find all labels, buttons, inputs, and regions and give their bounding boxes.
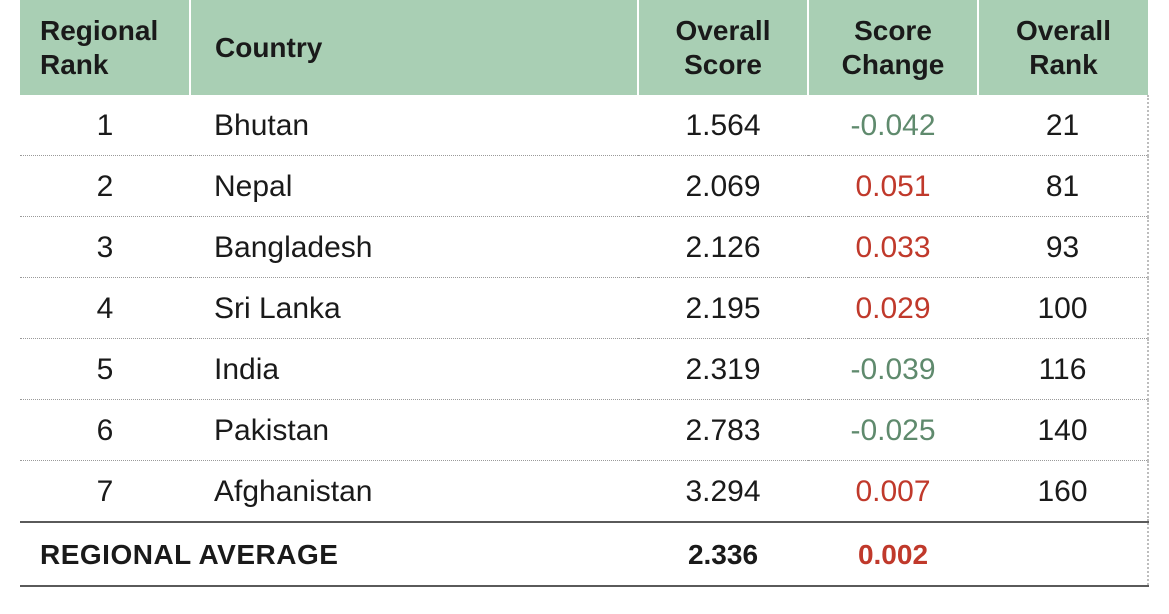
cell-score-change: -0.039 [808,339,978,400]
table-row: 7 Afghanistan 3.294 0.007 160 [20,461,1148,523]
cell-overall-rank: 93 [978,217,1148,278]
cell-regional-rank: 3 [20,217,190,278]
cell-score-change: -0.025 [808,400,978,461]
cell-overall-score: 2.319 [638,339,808,400]
cell-country: Bhutan [190,95,638,156]
cell-country: Nepal [190,156,638,217]
cell-score-change: 0.007 [808,461,978,523]
cell-overall-score: 3.294 [638,461,808,523]
cell-regional-rank: 4 [20,278,190,339]
cell-overall-score: 2.783 [638,400,808,461]
cell-score-change: -0.042 [808,95,978,156]
footer-score-change: 0.002 [808,522,978,586]
cell-regional-rank: 1 [20,95,190,156]
table-row: 4 Sri Lanka 2.195 0.029 100 [20,278,1148,339]
cell-overall-rank: 81 [978,156,1148,217]
table-row: 3 Bangladesh 2.126 0.033 93 [20,217,1148,278]
cell-regional-rank: 7 [20,461,190,523]
col-score-change: Score Change [808,0,978,95]
cell-country: India [190,339,638,400]
cell-regional-rank: 2 [20,156,190,217]
cell-country: Bangladesh [190,217,638,278]
cell-country: Pakistan [190,400,638,461]
cell-overall-rank: 21 [978,95,1148,156]
cell-overall-rank: 100 [978,278,1148,339]
cell-overall-rank: 140 [978,400,1148,461]
cell-overall-score: 2.069 [638,156,808,217]
table-header-row: Regional Rank Country Overall Score Scor… [20,0,1148,95]
footer-overall-score: 2.336 [638,522,808,586]
col-overall-score: Overall Score [638,0,808,95]
cell-overall-score: 2.126 [638,217,808,278]
cell-country: Afghanistan [190,461,638,523]
col-regional-rank: Regional Rank [20,0,190,95]
col-overall-rank: Overall Rank [978,0,1148,95]
footer-overall-rank [978,522,1148,586]
cell-country: Sri Lanka [190,278,638,339]
cell-overall-rank: 160 [978,461,1148,523]
cell-overall-score: 2.195 [638,278,808,339]
cell-overall-score: 1.564 [638,95,808,156]
cell-score-change: 0.033 [808,217,978,278]
regional-rank-table: Regional Rank Country Overall Score Scor… [20,0,1149,587]
table-row: 1 Bhutan 1.564 -0.042 21 [20,95,1148,156]
col-country: Country [190,0,638,95]
cell-regional-rank: 5 [20,339,190,400]
table-footer-row: REGIONAL AVERAGE 2.336 0.002 [20,522,1148,586]
table-row: 6 Pakistan 2.783 -0.025 140 [20,400,1148,461]
cell-overall-rank: 116 [978,339,1148,400]
table-row: 2 Nepal 2.069 0.051 81 [20,156,1148,217]
cell-score-change: 0.051 [808,156,978,217]
footer-label: REGIONAL AVERAGE [20,522,638,586]
cell-regional-rank: 6 [20,400,190,461]
table-row: 5 India 2.319 -0.039 116 [20,339,1148,400]
cell-score-change: 0.029 [808,278,978,339]
